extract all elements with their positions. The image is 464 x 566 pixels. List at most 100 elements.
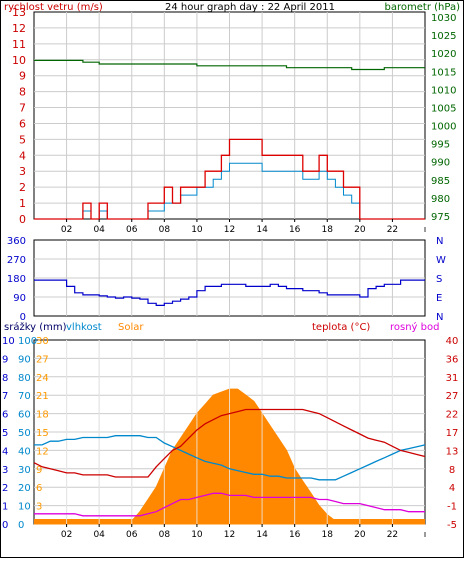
climate-chart-x-tick-label: 22 (387, 530, 398, 540)
wind-chart-x-tick-label: 16 (289, 225, 301, 235)
solar-tick-label: 24 (36, 373, 49, 384)
climate-chart-x-tick-label: 18 (322, 530, 334, 540)
wind-speed-tick-label: 12 (12, 22, 26, 35)
legend-temperature: teplota (°C) (312, 322, 370, 333)
rain-tick-label: 6 (2, 410, 8, 421)
barometer-tick-label: 1020 (431, 49, 456, 60)
temperature-tick-label: -1 (447, 502, 457, 513)
solar-tick-label: 15 (36, 428, 49, 439)
temperature-tick-label: 8 (449, 465, 455, 476)
wind-speed-tick-label: 6 (19, 117, 26, 130)
barometer-tick-label: 985 (431, 176, 450, 187)
wind-speed-axis-label: rychlost vetru (m/s) (4, 2, 103, 13)
wind-gust-line (34, 138, 425, 220)
humidity-tick-label: 10 (18, 502, 31, 513)
temperature-tick-label: 17 (446, 428, 459, 439)
wind-speed-tick-label: 4 (19, 149, 26, 162)
barometer-tick-label: 1010 (431, 85, 456, 96)
temperature-tick-label: 13 (446, 446, 459, 457)
wind-speed-tick-label: 13 (12, 6, 26, 19)
rain-tick-label: 3 (2, 465, 8, 476)
humidity-tick-label: 90 (18, 354, 31, 365)
wind-speed-tick-label: 11 (12, 38, 26, 51)
legend-dewpoint: rosný bod (390, 321, 439, 333)
wind-chart-x-tick-label: 20 (354, 225, 366, 235)
direction-degree-label: 270 (7, 255, 26, 266)
wind-speed-tick-label: 1 (19, 197, 26, 210)
temperature-tick-label: 31 (446, 373, 459, 384)
climate-chart-x-tick-label: 04 (93, 530, 105, 540)
temperature-tick-label: 27 (446, 391, 459, 402)
legend-rain: srážky (mm) (4, 321, 67, 333)
humidity-tick-label: 30 (18, 465, 31, 476)
wind-speed-tick-label: 0 (19, 213, 26, 226)
barometer-tick-label: 980 (431, 194, 450, 205)
temperature-tick-label: -5 (447, 520, 457, 531)
climate-chart-x-end-label: ı (424, 530, 427, 540)
wind-chart-x-tick-label: 18 (322, 225, 334, 235)
dewpoint-line (34, 492, 425, 517)
chart-title: 24 hour graph day : 22 April 2011 (165, 2, 335, 13)
temperature-tick-label: 4 (449, 483, 455, 494)
climate-chart-x-tick-label: 14 (256, 530, 268, 540)
humidity-tick-label: 60 (18, 410, 31, 421)
barometer-tick-label: 995 (431, 140, 450, 151)
climate-chart-x-tick-label: 10 (191, 530, 203, 540)
rain-tick-label: 7 (2, 391, 8, 402)
climate-chart-x-tick-label: 16 (289, 530, 301, 540)
solar-tick-label: 12 (36, 446, 49, 457)
humidity-tick-label: 80 (18, 373, 31, 384)
legend-solar: Solar (118, 322, 144, 333)
rain-tick-label: 8 (2, 373, 8, 384)
solar-tick-label: 27 (36, 354, 49, 365)
humidity-tick-label: 40 (18, 446, 31, 457)
wind-chart-x-tick-label: 04 (93, 225, 105, 235)
rain-tick-label: 9 (2, 354, 8, 365)
direction-compass-label: S (436, 274, 442, 285)
solar-tick-label: 3 (36, 502, 42, 513)
wind-chart-x-tick-label: 22 (387, 225, 398, 235)
rain-tick-label: 5 (2, 428, 8, 439)
humidity-tick-label: 0 (18, 520, 24, 531)
solar-tick-label: 18 (36, 410, 49, 421)
direction-compass-label: E (436, 293, 442, 304)
rain-tick-label: 0 (2, 520, 8, 531)
wind-chart-x-tick-label: 10 (191, 225, 203, 235)
temperature-tick-label: 22 (446, 410, 459, 421)
wind-speed-tick-label: 8 (19, 86, 26, 99)
wind-speed-tick-label: 9 (19, 70, 26, 83)
humidity-tick-label: 100 (18, 336, 37, 347)
climate-chart-x-tick-label: 06 (126, 530, 138, 540)
direction-degree-label: 180 (7, 274, 26, 285)
direction-degree-label: 360 (7, 236, 26, 247)
barometer-tick-label: 1030 (431, 13, 456, 24)
barometer-tick-label: 1025 (431, 31, 456, 42)
solar-tick-label: 6 (36, 483, 42, 494)
rain-tick-label: 10 (2, 336, 15, 347)
temperature-tick-label: 36 (446, 354, 459, 365)
solar-tick-label: 21 (36, 391, 49, 402)
barometer-tick-label: 1005 (431, 103, 456, 114)
barometer-tick-label: 1015 (431, 67, 456, 78)
climate-chart-x-tick-label: 12 (224, 530, 235, 540)
direction-compass-label: N (436, 236, 443, 247)
legend-humidity: vlhkost (66, 322, 102, 333)
wind-chart-x-tick-label: 08 (159, 225, 171, 235)
direction-compass-label: N (436, 312, 443, 323)
wind-speed-tick-label: 10 (12, 54, 26, 67)
climate-chart-x-tick-label: 02 (61, 530, 72, 540)
wind-average-line (34, 162, 425, 220)
temperature-line (33, 408, 426, 478)
barometer-tick-label: 1000 (431, 122, 456, 133)
solar-tick-label: 30 (36, 336, 49, 347)
direction-compass-label: W (436, 255, 446, 266)
wind-direction-line (34, 279, 425, 306)
barometer-tick-label: 990 (431, 158, 450, 169)
climate-chart-x-tick-label: 20 (354, 530, 366, 540)
direction-degree-label: 90 (13, 293, 26, 304)
solar-tick-label: 9 (36, 465, 42, 476)
barometer-line (34, 59, 425, 71)
wind-speed-tick-label: 7 (19, 102, 26, 115)
direction-degree-label: 0 (20, 312, 26, 323)
